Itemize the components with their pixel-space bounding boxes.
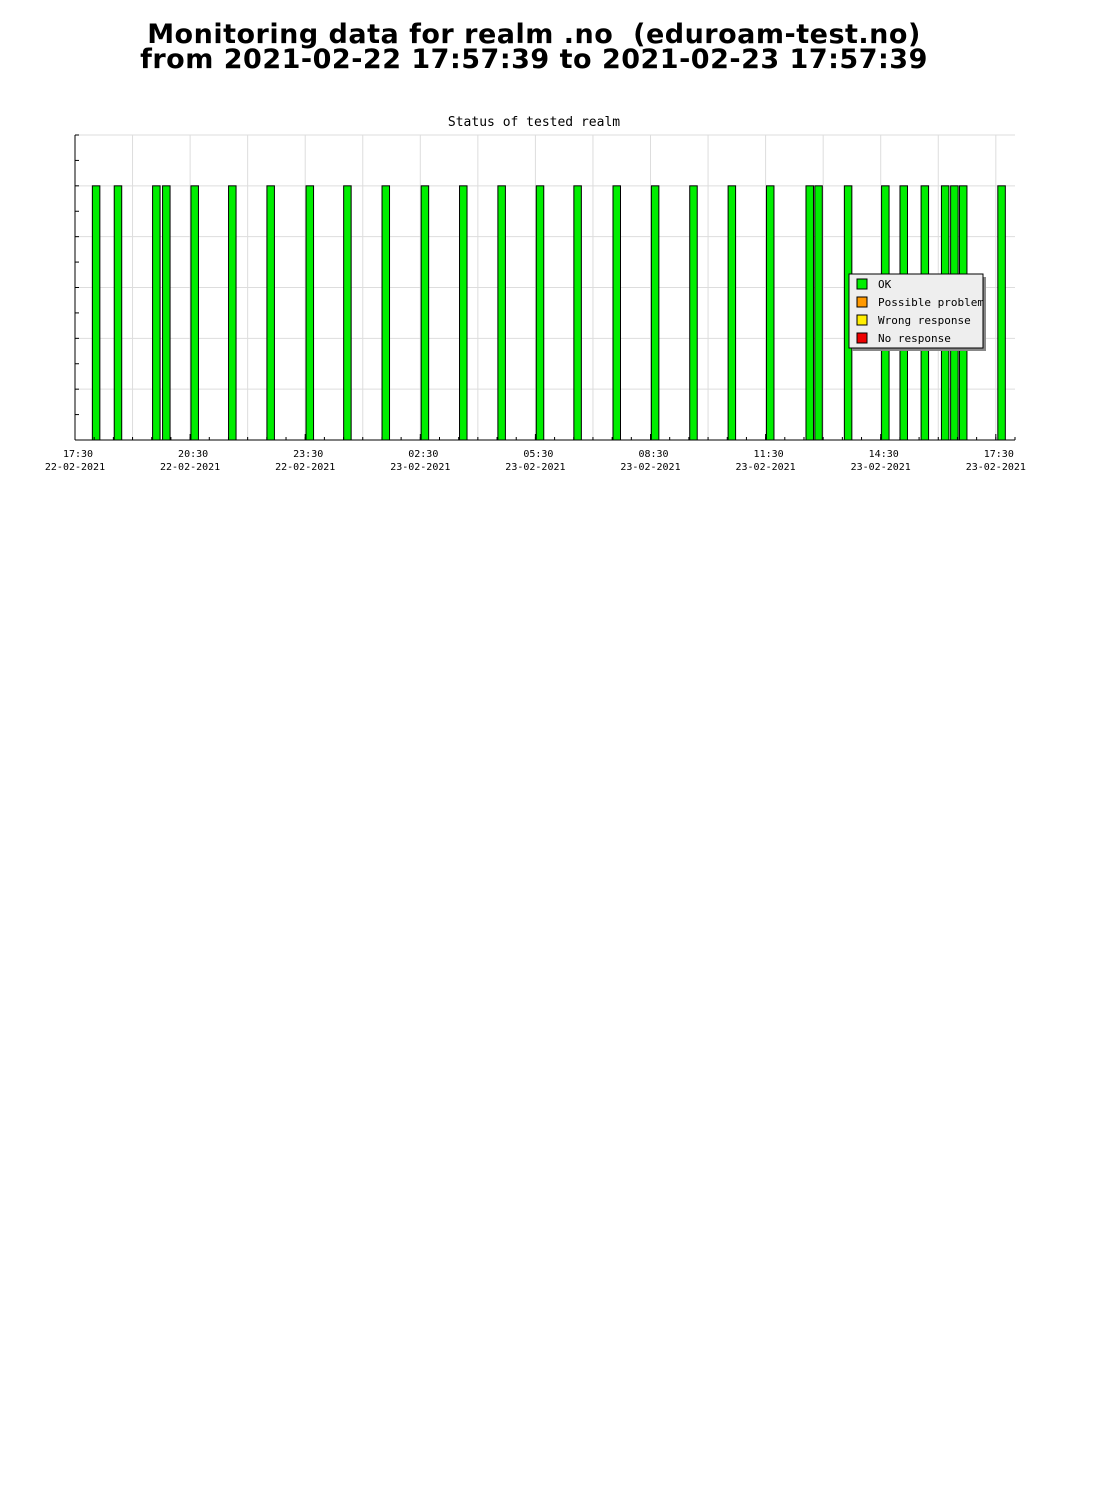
x-tick-label-date: 23-02-2021 <box>851 462 911 473</box>
x-tick-label-time: 20:30 <box>178 449 208 460</box>
bar-ok <box>727 185 737 441</box>
x-tick-label-date: 22-02-2021 <box>45 462 105 473</box>
x-tick-label-date: 22-02-2021 <box>160 462 220 473</box>
bar-ok <box>190 185 199 441</box>
bar-ok <box>343 185 352 441</box>
bar-ok <box>420 185 430 441</box>
x-tick-label-time: 17:30 <box>63 449 93 460</box>
bar-ok <box>152 185 161 441</box>
bar-ok <box>689 185 698 441</box>
bar-ok <box>765 185 775 441</box>
bar-ok <box>650 185 660 441</box>
bar-ok <box>228 185 237 441</box>
bar-ok <box>997 185 1006 441</box>
x-tick-label-date: 23-02-2021 <box>966 462 1026 473</box>
legend-box <box>848 273 984 349</box>
bar-ok <box>535 185 545 441</box>
bar-ok <box>305 185 315 441</box>
bar-ok <box>814 185 823 441</box>
x-tick-label-date: 23-02-2021 <box>390 462 450 473</box>
legend-entry-label: No response <box>878 332 951 345</box>
bar-ok <box>497 185 506 441</box>
x-tick-label-date: 23-02-2021 <box>505 462 565 473</box>
bar-ok <box>381 185 391 441</box>
bar-ok <box>91 185 101 441</box>
bar-ok <box>805 185 814 441</box>
x-tick-label-time: 11:30 <box>754 449 784 460</box>
bar-ok <box>162 185 171 441</box>
legend-entry-label: OK <box>878 278 892 291</box>
chart-legend: OK Possible problem Wrong response No respo… <box>848 273 986 351</box>
legend-entry-label: Wrong response <box>878 314 971 327</box>
legend-swatch <box>856 314 868 326</box>
legend-swatch <box>856 332 868 344</box>
x-tick-label-time: 05:30 <box>523 449 553 460</box>
legend-entry-label: Possible problem <box>878 296 984 309</box>
bar-ok <box>612 185 621 441</box>
x-axis-ticks: 17:30 22-02-2021 20:30 22-02-2021 23:30 22-02… <box>45 434 1026 473</box>
bar-ok <box>573 185 582 441</box>
x-tick-label-time: 08:30 <box>638 449 668 460</box>
x-tick-label-date: 22-02-2021 <box>275 462 335 473</box>
status-chart: Status of tested realm 17:30 22-02-2021 20… <box>45 115 1026 473</box>
page-title-line-1: Monitoring data for realm .no (eduroam-t… <box>147 19 921 50</box>
bar-ok <box>266 185 275 441</box>
page-title: Monitoring data for realm .no (eduroam-t… <box>0 19 1068 75</box>
x-tick-label-date: 23-02-2021 <box>736 462 796 473</box>
legend-swatch <box>856 278 868 290</box>
page-title-line-2: from 2021-02-22 17:57:39 to 2021-02-23 1… <box>140 44 928 75</box>
x-tick-label-time: 14:30 <box>869 449 899 460</box>
chart-title: Status of tested realm <box>448 115 620 130</box>
x-tick-label-time: 17:30 <box>984 449 1014 460</box>
legend-swatch <box>856 296 868 308</box>
x-tick-label-time: 02:30 <box>408 449 438 460</box>
bar-ok <box>459 185 468 441</box>
bar-ok <box>113 185 123 441</box>
x-tick-label-time: 23:30 <box>293 449 323 460</box>
x-tick-label-date: 23-02-2021 <box>620 462 680 473</box>
